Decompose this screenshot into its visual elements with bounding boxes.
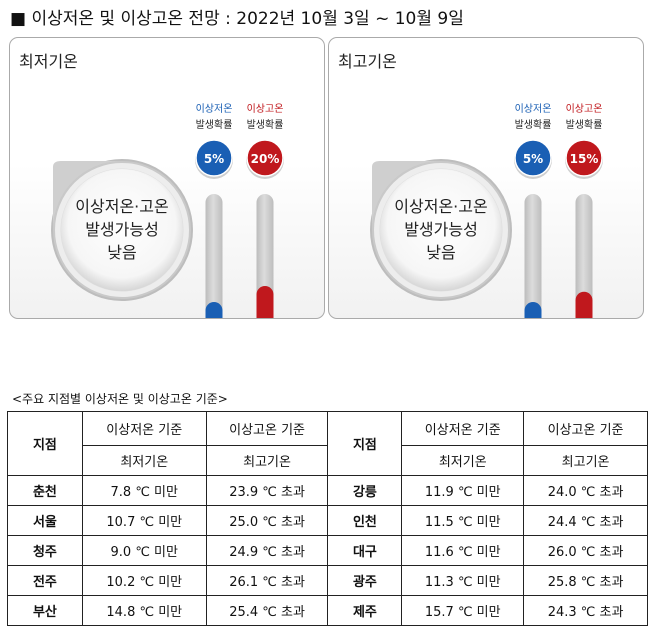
low-value: 11.5 ℃ 미만 [401,505,525,536]
bar-fill [256,286,274,318]
bar-track [256,194,274,318]
data-label: 20% [251,152,280,166]
ring-face [380,169,502,291]
station-header: 지점 [327,411,403,476]
series-name: 이상저온 [196,103,233,115]
data-label: 15% [570,152,599,166]
center-text-line: 낮음 [426,243,455,262]
value-circle [195,139,233,177]
high-value: 26.0 ℃ 초과 [523,535,648,566]
table-caption: <주요 지점별 이상저온 및 이상고온 기준> [12,392,228,406]
bar-track [524,194,542,318]
low-value: 11.9 ℃ 미만 [401,475,525,506]
station-name: 청주 [7,535,83,566]
station-name: 부산 [7,595,83,626]
table-row: 전주 10.2 ℃ 미만 26.1 ℃ 초과 광주 11.3 ℃ 미만 25.8… [7,565,648,596]
station-name: 서울 [7,505,83,536]
ring-corner-tab [53,161,122,230]
value-circle [246,139,284,177]
center-text-line: 발생가능성 [404,220,478,239]
high-subheader: 최고기온 [205,445,329,476]
series-name: 이상저온 [515,103,552,115]
panel-title: 최저기온 [19,52,78,71]
low-header: 이상저온 기준 [81,411,207,446]
low-value: 10.7 ℃ 미만 [81,505,207,536]
center-text-line: 낮음 [107,243,136,262]
series-name: 발생확률 [247,119,284,131]
station-name: 대구 [327,535,403,566]
table-row: 청주 9.0 ℃ 미만 24.9 ℃ 초과 대구 11.6 ℃ 미만 26.0 … [7,535,648,566]
series-name: 발생확률 [566,119,603,131]
page-title: ■ 이상저온 및 이상고온 전망 : 2022년 10월 3일 ~ 10월 9일 [10,9,464,29]
low-subheader: 최저기온 [81,445,207,476]
high-value: 26.1 ℃ 초과 [205,565,329,596]
panel-title: 최고기온 [338,52,397,71]
data-label: 5% [204,152,224,166]
ring-corner-tab [372,161,441,230]
high-value: 24.4 ℃ 초과 [523,505,648,536]
data-label: 5% [523,152,543,166]
low-value: 9.0 ℃ 미만 [81,535,207,566]
table-row: 서울 10.7 ℃ 미만 25.0 ℃ 초과 인천 11.5 ℃ 미만 24.4… [7,505,648,536]
bar-fill [524,302,542,318]
high-value: 23.9 ℃ 초과 [205,475,329,506]
low-value: 14.8 ℃ 미만 [81,595,207,626]
low-header: 이상저온 기준 [401,411,525,446]
station-header: 지점 [7,411,83,476]
low-value: 10.2 ℃ 미만 [81,565,207,596]
series-name: 발생확률 [515,119,552,131]
station-name: 제주 [327,595,403,626]
low-value: 11.3 ℃ 미만 [401,565,525,596]
high-value: 24.3 ℃ 초과 [523,595,648,626]
series-name: 이상고온 [247,103,284,115]
value-circle [565,139,603,177]
high-value: 25.0 ℃ 초과 [205,505,329,536]
low-subheader: 최저기온 [401,445,525,476]
station-name: 춘천 [7,475,83,506]
high-header: 이상고온 기준 [205,411,329,446]
station-name: 전주 [7,565,83,596]
low-value: 7.8 ℃ 미만 [81,475,207,506]
station-criteria-table: 지점 이상저온 기준 이상고온 기준 지점 이상저온 기준 이상고온 기준 최저… [7,411,648,626]
bar-track [575,194,593,318]
ring-face [61,169,183,291]
table-row: 춘천 7.8 ℃ 미만 23.9 ℃ 초과 강릉 11.9 ℃ 미만 24.0 … [7,475,648,506]
high-value: 24.0 ℃ 초과 [523,475,648,506]
bar-track [205,194,223,318]
station-name: 강릉 [327,475,403,506]
low-value: 15.7 ℃ 미만 [401,595,525,626]
bar-fill [205,302,223,318]
bar-fill [575,291,593,318]
high-value: 24.9 ℃ 초과 [205,535,329,566]
high-value: 25.4 ℃ 초과 [205,595,329,626]
station-name: 광주 [327,565,403,596]
low-value: 11.6 ℃ 미만 [401,535,525,566]
value-circle [514,139,552,177]
high-header: 이상고온 기준 [523,411,648,446]
series-name: 이상고온 [566,103,603,115]
station-name: 인천 [327,505,403,536]
center-text-line: 발생가능성 [85,220,159,239]
high-value: 25.8 ℃ 초과 [523,565,648,596]
high-subheader: 최고기온 [523,445,648,476]
table-row: 부산 14.8 ℃ 미만 25.4 ℃ 초과 제주 15.7 ℃ 미만 24.3… [7,595,648,626]
center-text-line: 이상저온·고온 [75,197,168,216]
series-name: 발생확률 [196,119,233,131]
center-text-line: 이상저온·고온 [394,197,487,216]
